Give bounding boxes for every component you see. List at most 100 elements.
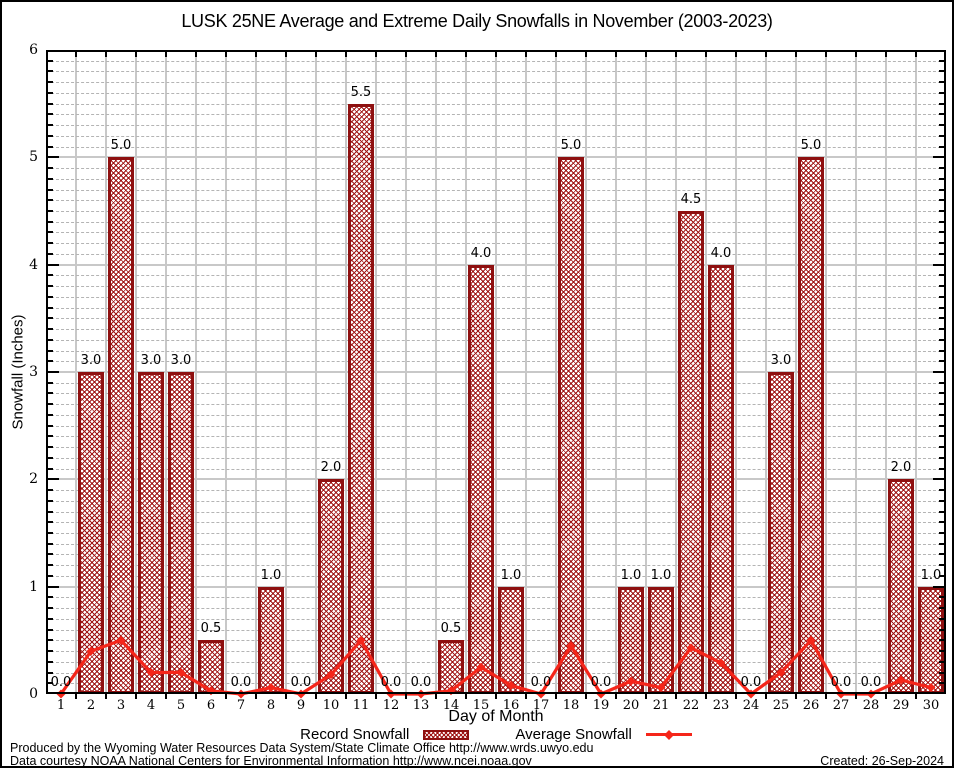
bar-value-label: 0.0: [50, 675, 72, 690]
y-tick-mark-left: [46, 510, 53, 513]
y-tick-mark-left: [46, 59, 53, 62]
tick-mark-bottom: [255, 694, 257, 699]
grid-line-minor: [46, 350, 946, 352]
y-tick-mark-left: [46, 682, 53, 685]
x-tick-label: 24: [742, 698, 760, 713]
tick-mark-top: [225, 50, 227, 57]
bar-labels-layer: 0.0 3.0 5.0 3.0 3.0 0.5 0.0 1.0 0.0 2.0 5.5 0.0 0.0 0…: [46, 50, 946, 694]
y-tick-mark-left: [46, 328, 53, 331]
y-tick-mark-left: [46, 617, 53, 620]
x-tick-label: 13: [412, 698, 430, 713]
y-tick-mark-left: [46, 574, 53, 577]
y-tick-mark-left: [46, 639, 53, 642]
record-snowfall-bar: [648, 586, 674, 694]
tick-mark-top: [465, 50, 467, 57]
bar-value-label: 0.0: [380, 675, 402, 690]
bar-value-label: 0.0: [410, 675, 432, 690]
y-tick-mark-right: [939, 403, 946, 406]
average-point-marker: [896, 675, 906, 685]
tick-mark-bottom: [705, 694, 707, 699]
grid-line-minor: [46, 672, 946, 674]
y-tick-mark-right: [939, 360, 946, 363]
record-snowfall-bar: [768, 372, 794, 694]
grid-line-minor: [46, 92, 946, 94]
y-tick-label: 6: [29, 42, 38, 58]
y-tick-mark-right: [939, 59, 946, 62]
bar-value-label: 0.0: [590, 675, 612, 690]
y-tick-mark-right: [939, 102, 946, 105]
y-tick-mark-right: [939, 317, 946, 320]
tick-mark-top: [705, 50, 707, 57]
y-tick-mark-left: [46, 403, 53, 406]
y-tick-mark-right: [939, 682, 946, 685]
y-tick-mark-right: [939, 134, 946, 137]
bar-value-label: 0.0: [290, 675, 312, 690]
x-tick-label: 25: [772, 698, 790, 713]
grid-line-minor: [46, 500, 946, 502]
y-tick-mark-left: [46, 167, 53, 170]
record-snowfall-bar: [318, 479, 344, 694]
x-tick-label: 21: [652, 698, 670, 713]
tick-mark-bottom: [735, 694, 737, 699]
x-tick-label: 16: [502, 698, 520, 713]
tick-mark-top: [645, 50, 647, 57]
record-snowfall-bar: [708, 264, 734, 694]
tick-marks-layer: [46, 50, 946, 699]
tick-mark-top: [255, 50, 257, 57]
grid-line-minor: [46, 511, 946, 513]
x-tick-labels: 1 2 3 4 5 6 7 8 9 10 11 12 13 14 15 16 17 18 19 20 21 22 23 24 2…: [46, 698, 946, 714]
y-tick-mark-left: [46, 145, 53, 148]
y-tick-mark-left: [46, 242, 53, 245]
y-tick-mark-left: [46, 220, 53, 223]
tick-mark-top: [825, 50, 827, 57]
grid-line-minor: [46, 114, 946, 116]
y-tick-mark-left: [46, 499, 53, 502]
tick-mark-bottom: [585, 694, 587, 699]
record-snowfall-swatch-icon: [423, 729, 470, 740]
bar-value-label: 1.0: [650, 567, 672, 583]
tick-mark-top: [75, 50, 77, 57]
y-tick-mark-left: [46, 70, 53, 73]
average-point-marker: [626, 676, 636, 686]
y-tick-mark-left: [46, 607, 53, 610]
bar-value-label: 1.0: [620, 567, 642, 583]
bar-value-label: 0.0: [740, 675, 762, 690]
bar-value-label: 3.0: [80, 353, 102, 368]
y-tick-mark-right: [939, 274, 946, 277]
y-tick-mark-right: [939, 564, 946, 567]
y-tick-mark-right: [939, 424, 946, 427]
grid-line-minor: [46, 447, 946, 449]
y-tick-mark-left: [46, 628, 53, 631]
tick-mark-top: [675, 50, 677, 57]
x-tick-label: 12: [382, 698, 400, 713]
tick-mark-bottom: [435, 694, 437, 699]
bar-value-label: 5.5: [350, 84, 372, 100]
x-axis-title: Day of Month: [448, 708, 544, 725]
y-tick-mark-right: [939, 607, 946, 610]
average-point-marker: [116, 635, 126, 645]
y-tick-mark-left: [46, 177, 53, 180]
tick-mark-top: [765, 50, 767, 57]
grid-line-major: [46, 371, 946, 373]
tick-mark-bottom: [225, 694, 227, 699]
x-tick-label: 2: [86, 698, 96, 713]
average-point-marker: [686, 643, 696, 653]
y-tick-mark-left: [46, 424, 53, 427]
y-tick-mark-left: [46, 317, 53, 320]
tick-mark-top: [405, 50, 407, 57]
grid-line-minor: [46, 565, 946, 567]
tick-mark-top: [165, 50, 167, 57]
y-tick-mark-right: [939, 381, 946, 384]
x-tick-label: 8: [266, 698, 276, 713]
bar-value-label: 4.0: [470, 245, 492, 261]
y-tick-mark-right: [939, 220, 946, 223]
y-tick-mark-right: [933, 156, 946, 159]
x-tick-label: 17: [532, 698, 550, 713]
grid-line-minor: [46, 275, 946, 277]
bar-value-label: 0.0: [230, 675, 252, 690]
average-point-marker: [236, 689, 246, 699]
grid-line-minor: [46, 597, 946, 599]
y-tick-mark-left: [46, 671, 53, 674]
record-snowfall-bar: [798, 157, 824, 694]
y-tick-mark-right: [933, 478, 946, 481]
